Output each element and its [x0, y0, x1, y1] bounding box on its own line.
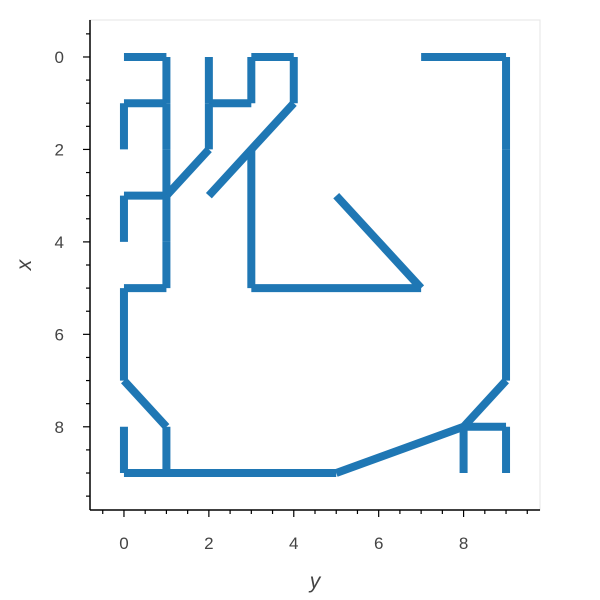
x-tick-label: 6 — [374, 534, 383, 553]
y-tick-label: 8 — [55, 418, 64, 437]
x-tick-label: 0 — [119, 534, 128, 553]
x-axis: 0 2 4 6 8 — [90, 509, 540, 553]
x-tick-label: 2 — [204, 534, 213, 553]
line-segment-31 — [460, 377, 509, 430]
y-axis: 0 2 4 6 8 — [55, 20, 91, 510]
plot-frame — [89, 19, 541, 511]
line-segment-9 — [163, 146, 212, 199]
line-segment-23 — [121, 377, 170, 430]
x-axis-title: y — [308, 570, 322, 593]
series-lines — [119, 52, 511, 478]
line-segment-20 — [333, 192, 425, 291]
y-tick-label: 2 — [55, 140, 64, 159]
x-tick-label: 8 — [459, 534, 468, 553]
line-segment-27 — [334, 423, 465, 477]
y-tick-label: 0 — [55, 48, 64, 67]
y-tick-label: 4 — [55, 233, 64, 252]
y-axis-title: x — [13, 258, 36, 271]
y-tick-label: 6 — [55, 325, 64, 344]
x-tick-label: 4 — [289, 534, 298, 553]
